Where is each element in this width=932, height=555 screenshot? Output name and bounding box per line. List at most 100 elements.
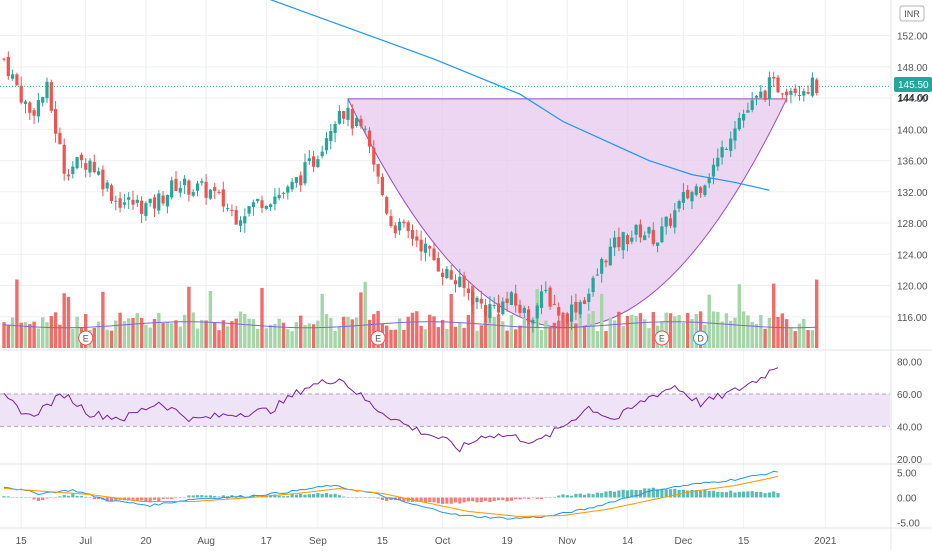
candle-body[interactable] — [208, 189, 212, 199]
candles[interactable] — [2, 51, 819, 333]
candle-body[interactable] — [101, 169, 105, 190]
candle-body[interactable] — [681, 191, 685, 203]
candle-body[interactable] — [230, 209, 234, 211]
candle-body[interactable] — [557, 306, 561, 316]
candle-body[interactable] — [664, 216, 668, 227]
candle-body[interactable] — [380, 176, 384, 195]
candle-body[interactable] — [750, 100, 754, 110]
candle-body[interactable] — [54, 109, 58, 134]
candle-body[interactable] — [183, 178, 187, 186]
candle-body[interactable] — [445, 268, 449, 278]
candle-body[interactable] — [802, 91, 806, 96]
candle-body[interactable] — [785, 91, 789, 96]
candle-body[interactable] — [479, 298, 483, 304]
candle-body[interactable] — [217, 191, 221, 193]
candle-body[interactable] — [419, 239, 423, 252]
candle-body[interactable] — [458, 276, 462, 287]
candle-body[interactable] — [260, 200, 264, 208]
candle-body[interactable] — [355, 117, 359, 127]
candle-body[interactable] — [625, 235, 630, 245]
candle-body[interactable] — [398, 221, 402, 231]
currency-badge[interactable]: INR — [899, 5, 925, 22]
candle-body[interactable] — [514, 293, 518, 306]
candle-body[interactable] — [548, 287, 552, 307]
candle-body[interactable] — [462, 275, 466, 288]
candle-body[interactable] — [742, 114, 746, 121]
candle-body[interactable] — [389, 216, 393, 227]
candle-body[interactable] — [531, 319, 535, 324]
candle-body[interactable] — [595, 274, 599, 276]
candle-body[interactable] — [617, 236, 621, 248]
candle-body[interactable] — [578, 301, 582, 315]
event-marker[interactable]: E — [654, 330, 670, 346]
candle-body[interactable] — [251, 202, 255, 207]
candle-body[interactable] — [152, 197, 157, 209]
candle-body[interactable] — [92, 161, 96, 173]
candle-body[interactable] — [763, 90, 767, 100]
candle-body[interactable] — [587, 293, 591, 302]
candle-body[interactable] — [737, 118, 741, 130]
candle-body[interactable] — [604, 260, 608, 263]
candle-body[interactable] — [544, 289, 548, 291]
candle-body[interactable] — [711, 164, 716, 177]
candle-body[interactable] — [200, 181, 204, 183]
candle-body[interactable] — [797, 95, 802, 97]
candle-body[interactable] — [634, 224, 638, 235]
candle-body[interactable] — [608, 246, 612, 266]
candle-body[interactable] — [406, 222, 410, 231]
candle-body[interactable] — [363, 128, 367, 130]
candle-body[interactable] — [165, 194, 169, 207]
candle-body[interactable] — [475, 297, 479, 303]
candle-body[interactable] — [71, 166, 75, 174]
candle-body[interactable] — [350, 108, 354, 129]
candle-body[interactable] — [303, 162, 307, 184]
candle-body[interactable] — [346, 107, 350, 120]
candle-body[interactable] — [574, 301, 578, 313]
candle-body[interactable] — [660, 226, 664, 243]
candle-body[interactable] — [754, 95, 759, 98]
candle-body[interactable] — [114, 200, 118, 202]
candle-body[interactable] — [582, 300, 587, 304]
event-marker[interactable]: E — [78, 330, 94, 346]
candle-body[interactable] — [518, 304, 522, 313]
candle-body[interactable] — [23, 101, 28, 104]
candle-body[interactable] — [187, 180, 191, 195]
candle-body[interactable] — [509, 292, 513, 306]
candle-body[interactable] — [226, 208, 230, 210]
candle-body[interactable] — [703, 185, 707, 196]
candle-body[interactable] — [66, 174, 71, 177]
candle-body[interactable] — [36, 100, 40, 117]
candle-body[interactable] — [157, 193, 161, 211]
candle-body[interactable] — [565, 313, 569, 322]
candle-body[interactable] — [359, 118, 363, 127]
candle-body[interactable] — [772, 77, 776, 79]
candle-body[interactable] — [668, 218, 673, 226]
candle-body[interactable] — [694, 186, 698, 195]
candle-body[interactable] — [716, 157, 720, 167]
candle-body[interactable] — [204, 181, 208, 198]
candle-body[interactable] — [746, 110, 750, 113]
candle-body[interactable] — [49, 82, 53, 111]
candle-body[interactable] — [690, 192, 694, 202]
candle-body[interactable] — [58, 132, 62, 145]
candle-body[interactable] — [372, 147, 376, 165]
candle-body[interactable] — [527, 309, 531, 322]
candle-body[interactable] — [767, 77, 771, 100]
candle-body[interactable] — [561, 312, 565, 315]
candle-body[interactable] — [393, 225, 397, 234]
candle-body[interactable] — [195, 183, 200, 191]
candle-body[interactable] — [686, 189, 690, 199]
candle-body[interactable] — [221, 189, 225, 207]
candle-body[interactable] — [810, 77, 814, 96]
candle-body[interactable] — [191, 192, 195, 196]
candle-body[interactable] — [638, 224, 642, 238]
candle-body[interactable] — [415, 236, 419, 241]
candle-body[interactable] — [6, 56, 10, 77]
candle-body[interactable] — [591, 277, 595, 293]
candle-body[interactable] — [471, 291, 475, 305]
candle-body[interactable] — [385, 197, 389, 214]
candle-body[interactable] — [127, 197, 131, 200]
candle-body[interactable] — [570, 304, 574, 322]
candle-body[interactable] — [109, 185, 114, 201]
candle-body[interactable] — [41, 97, 45, 103]
